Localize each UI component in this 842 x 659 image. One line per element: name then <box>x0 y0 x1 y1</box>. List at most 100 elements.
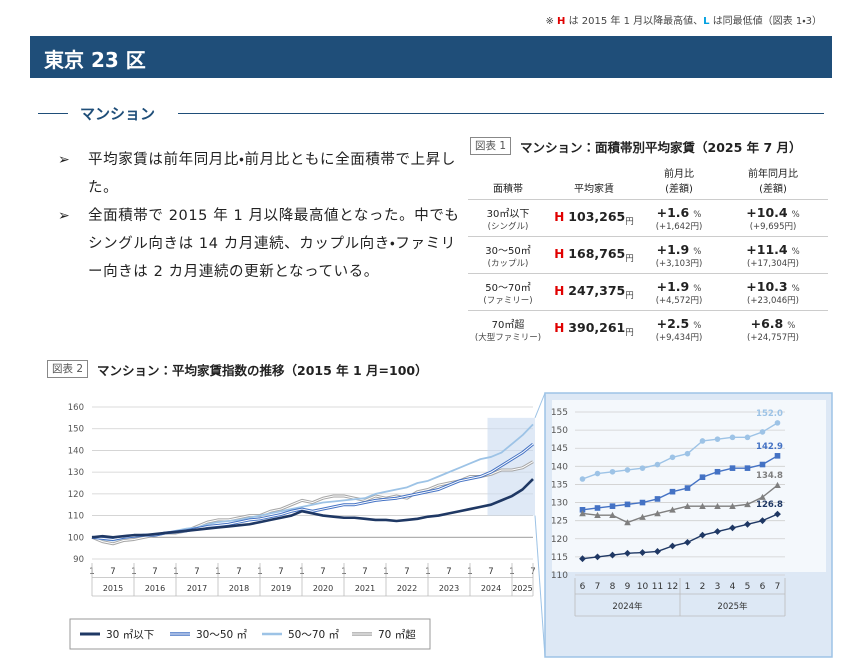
rent: 390,261 <box>568 320 626 335</box>
cell-rent: H 247,375円 <box>548 273 640 311</box>
marker <box>744 434 751 441</box>
mom-diff: (+3,103円) <box>655 258 703 269</box>
x-tick-label: 1 <box>685 582 691 592</box>
cell-mom: +1.9% (+4,572円) <box>640 273 718 311</box>
group-label: 2015 <box>103 584 123 593</box>
x-tick-label: 7 <box>362 567 367 577</box>
area: 50～70㎡ <box>485 282 531 294</box>
bullet-text: 平均家賃は前年同月比・前月比ともに全面積帯で上昇した。 <box>88 152 456 196</box>
x-tick-label: 7 <box>194 567 199 577</box>
x-tick-label: 7 <box>446 567 451 577</box>
header-bar: 東京 23 区 <box>30 36 832 78</box>
area-type: (シングル) <box>487 221 529 232</box>
x-tick-label: 5 <box>745 582 751 592</box>
y-tick-label: 130 <box>551 499 568 509</box>
x-tick-label: 6 <box>760 582 766 592</box>
x-tick-label: 10 <box>637 582 649 592</box>
connector <box>534 515 546 658</box>
x-tick-label: 7 <box>404 567 409 577</box>
yoy-diff: (+9,695円) <box>749 221 797 232</box>
unit: % <box>693 246 702 257</box>
value-label: 126.8 <box>756 500 783 510</box>
marker <box>609 551 616 559</box>
mom: +1.6 <box>656 204 690 220</box>
high-mark: H <box>554 284 565 298</box>
marker <box>654 510 661 517</box>
cell-yoy: +10.4% (+9,695円) <box>718 199 828 237</box>
y-tick-label: 100 <box>68 533 84 543</box>
bullet-text: 全面積帯で 2015 年 1 月以降最高値となった。中でもシングル向きは 14 … <box>88 208 460 280</box>
marker <box>609 511 616 519</box>
marker <box>624 519 631 526</box>
marker <box>774 453 781 459</box>
column-name: 平均家賃 <box>574 184 614 195</box>
table-title: マンション：面積帯別平均家賃（2025 年 7 月） <box>520 140 802 155</box>
group-label: 2024年 <box>612 601 643 612</box>
cell-yoy: +11.4% (+17,304円) <box>718 236 828 274</box>
rent: 168,765 <box>568 246 626 261</box>
note-l: L <box>703 16 710 27</box>
y-tick-label: 120 <box>551 535 568 545</box>
group-label: 2019 <box>271 584 291 593</box>
high-mark: H <box>554 247 565 261</box>
value-label: 134.8 <box>756 471 783 481</box>
note-text: は 2015 年 1 月以降最高値、 <box>568 16 704 27</box>
marker <box>699 438 706 444</box>
y-tick-label: 90 <box>73 555 84 565</box>
change: +1.9% <box>640 242 718 257</box>
table-row: 30～50㎡ (カップル) H 168,765円 +1.9% (+3,103円) +11.4… <box>468 236 828 274</box>
x-tick-label: 7 <box>152 567 157 577</box>
marker <box>699 502 706 509</box>
marker <box>609 468 616 475</box>
bullet-marker: ➢ <box>58 208 70 224</box>
marker <box>579 510 586 517</box>
y-tick-label: 125 <box>551 517 568 527</box>
marker <box>579 476 586 482</box>
x-tick-label: 12 <box>667 582 678 592</box>
group-label: 2020 <box>313 584 333 593</box>
marker <box>729 524 736 532</box>
note-h: H <box>557 16 566 27</box>
yoy: +11.4 <box>746 241 788 257</box>
marker <box>759 517 766 525</box>
x-tick-label: 9 <box>625 582 631 592</box>
marker <box>744 501 751 508</box>
group-label: 2024 <box>481 584 501 593</box>
yoy-diff: (+23,046円) <box>747 295 799 306</box>
x-tick-label: 7 <box>236 567 241 577</box>
change: +1.6% <box>640 205 718 220</box>
unit: % <box>693 283 702 294</box>
change: +6.8% <box>718 316 828 331</box>
cell-area: 70㎡超 (大型ファミリー) <box>468 310 548 347</box>
area: 30㎡以下 <box>486 208 530 220</box>
value-label: 142.9 <box>756 442 783 452</box>
yoy: +10.4 <box>746 204 788 220</box>
marker <box>654 461 661 468</box>
unit: % <box>693 320 702 331</box>
x-tick-label: 11 <box>652 582 663 592</box>
note-prefix: ※ <box>545 16 554 27</box>
legend-label: 30～50 ㎡ <box>196 629 248 641</box>
group-label: 2025 <box>512 584 532 593</box>
section-title: マンション <box>80 105 156 123</box>
x-tick-label: 7 <box>278 567 283 577</box>
marker <box>714 502 721 509</box>
marker <box>714 436 721 442</box>
marker <box>609 503 616 509</box>
marker <box>729 502 736 509</box>
area-type: (カップル) <box>487 258 529 269</box>
y-tick-label: 150 <box>68 425 84 435</box>
cell-mom: +2.5% (+9,434円) <box>640 310 718 347</box>
chart-label: 図表 2 <box>47 360 89 378</box>
y-tick-label: 110 <box>551 571 568 581</box>
section-rule <box>38 113 68 114</box>
change: +1.9% <box>640 279 718 294</box>
change: +10.3% <box>718 279 828 294</box>
x-tick-label: 3 <box>715 582 721 592</box>
rent-table: 面積帯 平均家賃 前月比 (差額) 前年同月比 (差額) 30㎡以下 (シングル) H 103,2… <box>468 165 828 347</box>
y-tick-label: 130 <box>68 468 84 478</box>
series-line <box>91 423 534 542</box>
marker <box>594 470 601 477</box>
bullet-marker: ➢ <box>58 152 70 168</box>
